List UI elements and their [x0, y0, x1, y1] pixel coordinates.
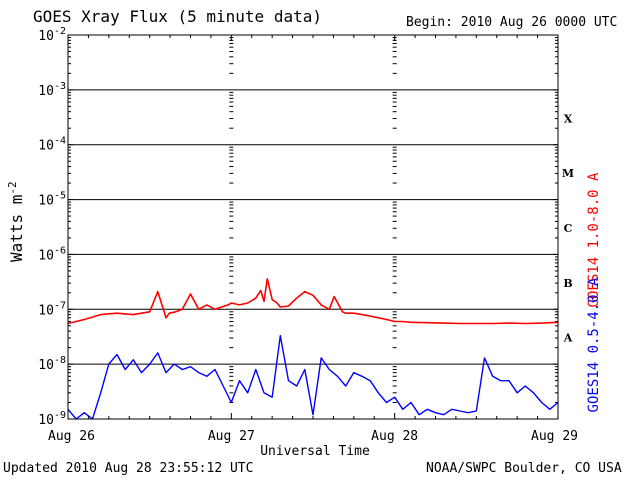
- flare-class-m: M: [562, 167, 574, 180]
- flare-class-x: X: [564, 112, 573, 125]
- series-line-long-channel: [67, 277, 559, 325]
- chart-title: GOES Xray Flux (5 minute data): [33, 7, 322, 26]
- flare-class-a: A: [563, 332, 573, 345]
- plot-frame: [67, 34, 559, 420]
- legend-long-channel: GOES14 1.0-8.0 A: [586, 172, 602, 307]
- y-tick-label: 10-3: [38, 81, 66, 99]
- y-axis-label-exponent: -2: [6, 181, 19, 194]
- y-tick-label: 10-6: [38, 245, 66, 263]
- legend-short-channel: GOES14 0.5-4.0 A: [586, 277, 602, 412]
- flare-class-c: C: [564, 222, 573, 235]
- y-tick-label: 10-8: [38, 355, 66, 373]
- data-credit: NOAA/SWPC Boulder, CO USA: [426, 461, 622, 476]
- flare-class-b: B: [563, 277, 572, 290]
- begin-value: 2010 Aug 26 0000 UTC: [460, 15, 618, 30]
- svg-text:Watts m-2: Watts m-2: [6, 181, 26, 262]
- x-tick-label: Aug 26: [48, 429, 95, 444]
- x-tick-label: Aug 29: [531, 429, 578, 444]
- x-tick-label: Aug 27: [208, 429, 255, 444]
- y-axis-label-text: Watts m: [7, 195, 26, 262]
- updated-timestamp: Updated 2010 Aug 28 23:55:12 UTC: [3, 461, 254, 476]
- x-axis-label: Universal Time: [260, 444, 370, 459]
- y-tick-label: 10-9: [38, 410, 66, 428]
- begin-label: Begin:: [406, 15, 453, 30]
- series-line-short-channel: [67, 335, 559, 420]
- y-axis-label: Watts m-2: [6, 181, 26, 262]
- begin-timestamp: Begin: 2010 Aug 26 0000 UTC: [406, 16, 617, 29]
- y-tick-label: 10-5: [38, 191, 66, 209]
- x-tick-label: Aug 28: [371, 429, 418, 444]
- y-tick-label: 10-4: [38, 136, 66, 154]
- y-tick-label: 10-7: [38, 300, 66, 318]
- y-tick-label: 10-2: [38, 26, 66, 44]
